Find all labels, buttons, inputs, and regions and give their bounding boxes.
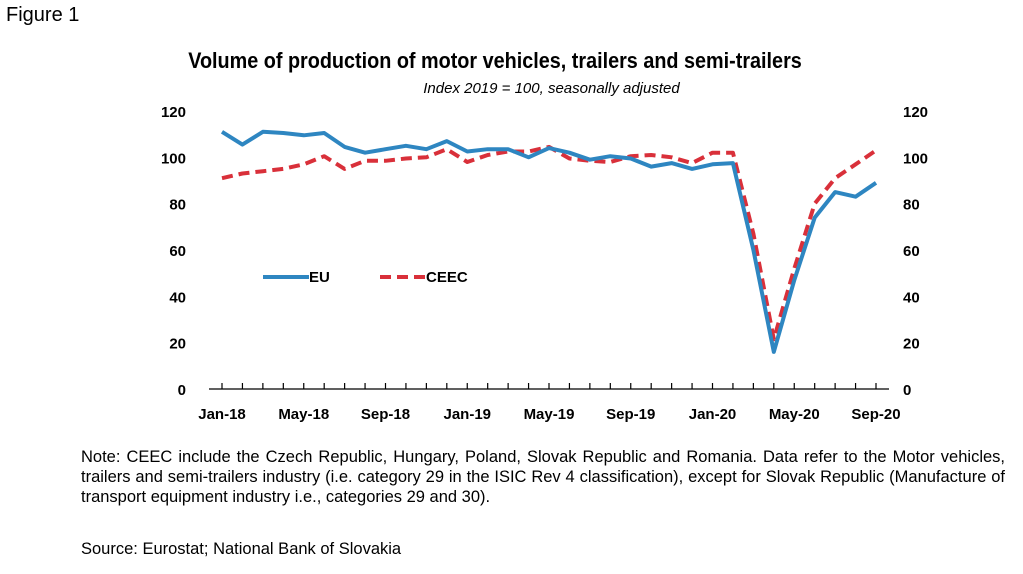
x-tick-label: Jan-18 (198, 406, 246, 423)
x-tick-label: May-18 (278, 406, 329, 423)
y-tick-label-right: 120 (903, 104, 928, 121)
x-tick-label: Jan-19 (443, 406, 491, 423)
legend-label-ceec: CEEC (426, 269, 468, 286)
y-tick-label-left: 0 (178, 382, 186, 399)
series-layer (220, 129, 878, 354)
series-line-ceec (221, 144, 878, 342)
y-tick-label-right: 100 (903, 150, 928, 167)
x-tick-label: Jan-20 (689, 406, 737, 423)
y-tick-label-left: 100 (161, 150, 186, 167)
y-tick-label-left: 120 (161, 104, 186, 121)
legend-label-eu: EU (309, 269, 330, 286)
y-tick-label-right: 80 (903, 197, 920, 214)
y-tick-label-right: 60 (903, 243, 920, 260)
chart-note: Note: CEEC include the Czech Republic, H… (81, 448, 1005, 506)
y-tick-label-left: 80 (169, 197, 186, 214)
x-tick-label: Sep-19 (606, 406, 655, 423)
chart-subtitle: Index 2019 = 100, seasonally adjusted (423, 80, 680, 97)
x-tick-label: May-19 (524, 406, 575, 423)
y-tick-label-left: 60 (169, 243, 186, 260)
chart-title: Volume of production of motor vehicles, … (188, 48, 802, 73)
chart-legend: EU CEEC (263, 269, 468, 286)
line-chart: Jan-18 May-18 Sep-18 Jan-19 May-19 Sep-19 Jan-… (161, 104, 928, 423)
x-tick-label: Sep-18 (361, 406, 410, 423)
y-tick-label-right: 40 (903, 289, 920, 306)
series-line-eu (220, 129, 878, 354)
y-tick-label-left: 20 (169, 336, 186, 353)
chart-axes: Jan-18 May-18 Sep-18 Jan-19 May-19 Sep-19 Jan-… (161, 104, 928, 423)
chart-source: Source: Eurostat; National Bank of Slova… (81, 540, 402, 558)
x-tick-label: Sep-20 (851, 406, 900, 423)
y-tick-label-left: 40 (169, 289, 186, 306)
figure-label: Figure 1 (6, 4, 80, 26)
x-tick-label: May-20 (769, 406, 820, 423)
y-tick-label-right: 20 (903, 336, 920, 353)
y-tick-label-right: 0 (903, 382, 911, 399)
